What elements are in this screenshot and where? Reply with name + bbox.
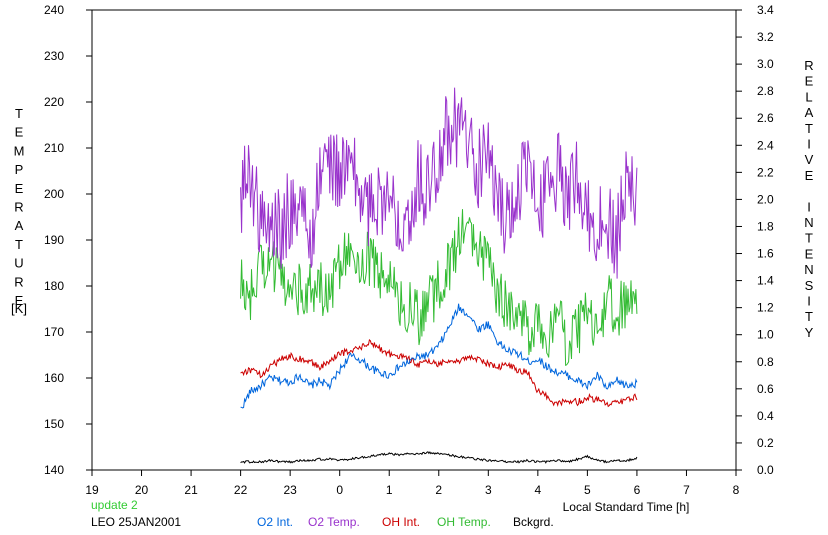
status-text: update 2: [91, 498, 138, 512]
series-line-o2-temp: [240, 87, 638, 279]
left-tick-label: 190: [44, 233, 64, 247]
axis-label-letter: E: [15, 181, 24, 196]
legend-entry: O2 Int.: [257, 515, 293, 529]
axis-label-letter: T: [805, 121, 813, 136]
axis-label-letter: T: [805, 231, 813, 246]
x-tick-label: 1: [386, 483, 393, 497]
axis-label-letter: T: [15, 106, 23, 121]
axis-label-letter: Y: [805, 325, 814, 340]
legend-entry: O2 Temp.: [308, 515, 360, 529]
right-tick-label: 1.6: [757, 247, 774, 261]
x-tick-label: 0: [336, 483, 343, 497]
x-tick-label: 22: [234, 483, 248, 497]
left-tick-label: 210: [44, 141, 64, 155]
left-tick-label: 230: [44, 49, 64, 63]
axis-label-letter: M: [14, 143, 25, 158]
axis-label-letter: S: [805, 278, 814, 293]
right-tick-label: 2.0: [757, 192, 774, 206]
x-tick-label: 8: [733, 483, 740, 497]
right-tick-label: 1.0: [757, 328, 774, 342]
x-tick-label: 7: [683, 483, 690, 497]
axis-label-letter: E: [15, 293, 24, 308]
axis-label-letter: I: [807, 137, 811, 152]
axis-label-letter: L: [805, 89, 812, 104]
right-tick-label: 1.4: [757, 274, 774, 288]
legend: O2 Int. O2 Temp. OH Int. OH Temp. Bckgrd.: [257, 515, 554, 529]
left-tick-label: 200: [44, 187, 64, 201]
right-tick-label: 3.2: [757, 30, 774, 44]
series-line-oh-temp: [240, 209, 638, 367]
y-axis-unit-left: [K]: [11, 301, 27, 316]
x-tick-label: 23: [283, 483, 297, 497]
right-tick-label: 0.4: [757, 409, 774, 423]
axis-label-letter: I: [807, 294, 811, 309]
x-tick-label: 19: [85, 483, 99, 497]
right-tick-label: 1.2: [757, 301, 774, 315]
x-axis-ticks: 19 20 21 22 23 0 1 2 3 4 5 6 7 8: [85, 470, 740, 497]
right-axis-ticks: 0.0 0.2 0.4 0.6 0.8 1.0 1.2 1.4 1.6 1.8 2.0 2.2 2.4 2…: [736, 3, 774, 477]
axis-label-letter: A: [805, 105, 814, 120]
left-axis-ticks: 140 150 160 170 180 190 200 210 220 230 240: [44, 3, 92, 477]
right-tick-label: 0.0: [757, 463, 774, 477]
left-tick-label: 170: [44, 325, 64, 339]
axis-label-letter: E: [805, 74, 814, 89]
right-tick-label: 0.2: [757, 436, 774, 450]
left-tick-label: 220: [44, 95, 64, 109]
series-lines: [240, 87, 638, 464]
x-tick-label: 5: [584, 483, 591, 497]
left-tick-label: 150: [44, 417, 64, 431]
station-date-text: LEO 25JAN2001: [91, 515, 181, 529]
right-tick-label: 3.0: [757, 57, 774, 71]
x-axis-label: Local Standard Time [h]: [563, 500, 690, 514]
right-tick-label: 2.6: [757, 111, 774, 125]
axis-label-letter: P: [15, 162, 24, 177]
axis-label-letter: T: [15, 237, 23, 252]
right-tick-label: 1.8: [757, 219, 774, 233]
left-tick-label: 160: [44, 371, 64, 385]
axis-label-letter: E: [15, 125, 24, 140]
legend-entry: OH Int.: [382, 515, 420, 529]
series-line-o2-int: [240, 303, 638, 409]
left-tick-label: 180: [44, 279, 64, 293]
axis-label-letter: I: [807, 199, 811, 214]
right-tick-label: 3.4: [757, 3, 774, 17]
axis-label-letter: R: [14, 274, 23, 289]
x-tick-label: 4: [535, 483, 542, 497]
plot-frame: [91, 9, 737, 471]
right-tick-label: 2.2: [757, 165, 774, 179]
right-tick-label: 0.8: [757, 355, 774, 369]
series-line-oh-int: [240, 338, 638, 408]
axis-label-letter: V: [805, 152, 814, 167]
x-tick-label: 21: [184, 483, 198, 497]
right-tick-label: 2.8: [757, 84, 774, 98]
axis-label-letter: E: [805, 246, 814, 261]
axis-label-letter: R: [804, 58, 813, 73]
right-tick-label: 2.4: [757, 138, 774, 152]
axis-label-letter: N: [804, 262, 813, 277]
axis-label-letter: T: [805, 309, 813, 324]
left-tick-label: 140: [44, 463, 64, 477]
series-line-bckgrd: [240, 451, 638, 464]
axis-label-letter: E: [805, 168, 814, 183]
x-tick-label: 20: [135, 483, 149, 497]
right-tick-label: 0.6: [757, 382, 774, 396]
axis-label-letter: A: [15, 218, 24, 233]
axis-label-letter: R: [14, 200, 23, 215]
x-tick-label: 6: [634, 483, 641, 497]
x-tick-label: 3: [485, 483, 492, 497]
x-tick-label: 2: [435, 483, 442, 497]
legend-entry: OH Temp.: [437, 515, 491, 529]
axis-label-letter: U: [14, 256, 23, 271]
legend-entry: Bckgrd.: [513, 515, 554, 529]
left-tick-label: 240: [44, 3, 64, 17]
axis-label-letter: N: [804, 215, 813, 230]
